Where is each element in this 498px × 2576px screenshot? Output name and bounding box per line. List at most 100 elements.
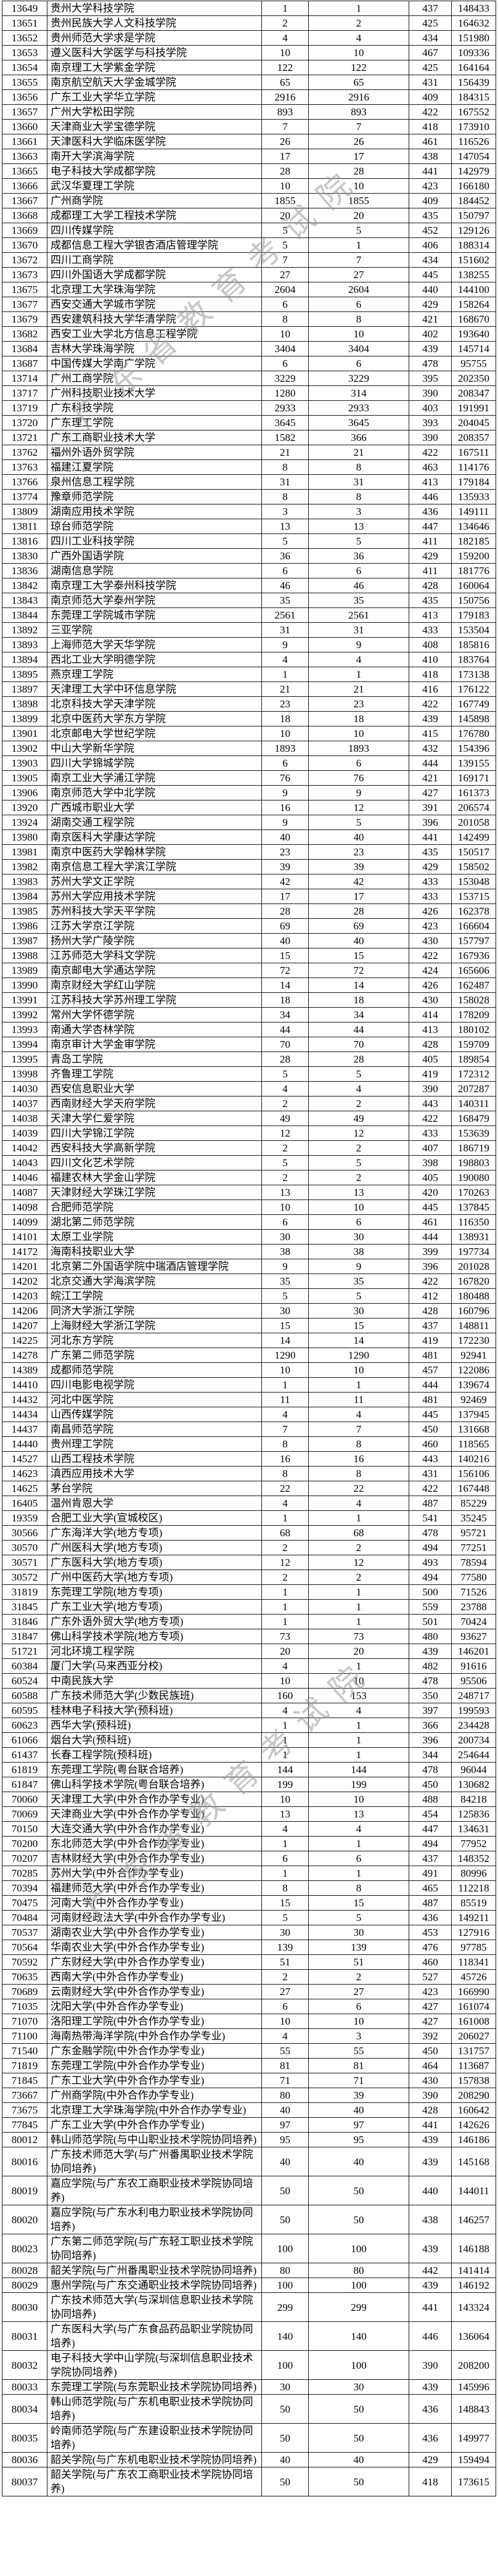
cell-count: 39 [308, 2088, 409, 2103]
cell-count: 70 [308, 1037, 409, 1052]
cell-name: 苏州大学应用技术学院 [47, 889, 262, 904]
table-row: 13897 天津理工大学中环信息学院 21 21 416 176122 [2, 681, 496, 697]
cell-name: 南京邮电大学通达学院 [47, 963, 262, 978]
cell-code: 13679 [2, 311, 47, 327]
table-row: 13717 广州科技职业技术大学 1280 314 390 208347 [2, 385, 496, 401]
cell-name: 湖南农业大学(中外合作办学专业) [47, 1925, 262, 1940]
cell-rank: 208290 [451, 2088, 496, 2103]
cell-count: 9 [308, 1259, 409, 1274]
table-row: 70285 苏州大学(中外合作办学专业) 1 1 491 80996 [2, 1866, 496, 1881]
cell-plan: 8 [261, 311, 309, 327]
cell-plan: 4 [261, 1081, 309, 1097]
cell-plan: 72 [261, 963, 309, 978]
cell-score: 422 [409, 1274, 452, 1289]
cell-count: 1 [308, 1584, 409, 1600]
table-row: 71035 沈阳大学(中外合作办学专业) 6 6 427 161074 [2, 1999, 496, 2014]
cell-rank: 162487 [451, 977, 496, 993]
cell-name: 华南农业大学(中外合作办学专业) [47, 1940, 262, 1955]
cell-name: 中国传媒大学南广学院 [47, 356, 262, 371]
cell-rank: 148843 [451, 2394, 496, 2424]
cell-count: 10 [308, 2014, 409, 2029]
table-row: 14225 河北东方学院 14 14 419 172230 [2, 1333, 496, 1348]
cell-rank: 137945 [451, 1407, 496, 1422]
cell-count: 8 [308, 311, 409, 327]
cell-count: 10 [308, 326, 409, 342]
cell-score: 435 [409, 208, 452, 223]
cell-name: 广东医科大学(地方专项) [47, 1555, 262, 1570]
table-row: 13983 苏州大学文正学院 42 42 433 153048 [2, 874, 496, 889]
cell-name: 西安信息职业大学 [47, 1081, 262, 1097]
cell-score: 454 [409, 1806, 452, 1822]
cell-name: 佛山科学技术学院(粤台联合培养) [47, 1777, 262, 1792]
cell-count: 73 [308, 1629, 409, 1644]
cell-score: 463 [409, 459, 452, 475]
cell-score: 494 [409, 1570, 452, 1585]
cell-score: 433 [409, 1125, 452, 1141]
table-row: 13652 贵州师范大学求是学院 4 4 434 151980 [2, 30, 496, 46]
cell-count: 16 [308, 1451, 409, 1467]
cell-code: 13665 [2, 163, 47, 179]
cell-score: 439 [409, 1644, 452, 1659]
cell-count: 4 [308, 652, 409, 667]
cell-name: 苏州大学(中外合作办学专业) [47, 1866, 262, 1881]
cell-score: 429 [409, 297, 452, 312]
cell-plan: 68 [261, 1525, 309, 1541]
cell-count: 51 [308, 1954, 409, 1970]
table-row: 13667 广州商学院 1855 1855 409 184452 [2, 193, 496, 208]
table-row: 70060 天津理工大学(中外合作办学专业) 10 10 488 84218 [2, 1792, 496, 1807]
table-row: 14278 广东第二师范学院 1290 1290 481 92941 [2, 1348, 496, 1363]
cell-score: 478 [409, 1525, 452, 1541]
cell-plan: 7 [261, 1422, 309, 1437]
cell-plan: 6 [261, 356, 309, 371]
cell-rank: 114176 [451, 459, 496, 475]
cell-count: 3404 [308, 341, 409, 356]
cell-code: 13809 [2, 504, 47, 519]
cell-code: 14098 [2, 1200, 47, 1215]
table-row: 13660 天津商业大学宝德学院 7 7 418 173910 [2, 119, 496, 134]
cell-score: 391 [409, 800, 452, 815]
cell-count: 35 [308, 1274, 409, 1289]
cell-rank: 118565 [451, 1436, 496, 1452]
cell-code: 70484 [2, 1910, 47, 1925]
cell-count: 8 [308, 489, 409, 504]
cell-rank: 122086 [451, 1362, 496, 1378]
cell-score: 430 [409, 2073, 452, 2088]
table-row: 13894 西北工业大学明德学院 4 4 410 183764 [2, 652, 496, 667]
cell-plan: 6 [261, 297, 309, 312]
table-row: 14043 四川文化艺术学院 5 5 398 198803 [2, 1155, 496, 1171]
cell-score: 467 [409, 45, 452, 60]
cell-code: 13673 [2, 267, 47, 282]
cell-score: 494 [409, 1540, 452, 1555]
cell-name: 广州医科大学(地方专项) [47, 1540, 262, 1555]
table-row: 14410 四川电影电视学院 1 1 444 139674 [2, 1377, 496, 1393]
cell-score: 461 [409, 1214, 452, 1230]
cell-count: 199 [308, 1777, 409, 1792]
cell-code: 13983 [2, 874, 47, 889]
cell-name: 广州科技职业技术大学 [47, 385, 262, 401]
cell-plan: 1 [261, 1614, 309, 1629]
cell-rank: 156106 [451, 1466, 496, 1481]
cell-score: 446 [409, 489, 452, 504]
cell-count: 12 [308, 1555, 409, 1570]
table-row: 14437 南昌师范学院 7 7 450 131668 [2, 1422, 496, 1437]
cell-score: 421 [409, 311, 452, 327]
cell-rank: 145168 [451, 2147, 496, 2176]
cell-score: 439 [409, 2379, 452, 2395]
cell-name: 韩山师范学院(与广东机电职业技术学院协同培养) [47, 2394, 262, 2424]
cell-score: 411 [409, 533, 452, 549]
cell-name: 福建师范大学(中外合作办学专业) [47, 1880, 262, 1896]
cell-code: 14623 [2, 1466, 47, 1481]
cell-score: 425 [409, 60, 452, 75]
cell-rank: 77580 [451, 1570, 496, 1585]
cell-name: 天津理工大学中环信息学院 [47, 681, 262, 697]
cell-plan: 2916 [261, 89, 309, 105]
cell-score: 409 [409, 89, 452, 105]
cell-name: 东莞理工学院(粤台联合培养) [47, 1762, 262, 1777]
cell-code: 80029 [2, 2278, 47, 2293]
cell-name: 云南财经大学(中外合作办学专业) [47, 1984, 262, 1999]
cell-rank: 139155 [451, 755, 496, 771]
cell-plan: 4 [261, 30, 309, 46]
cell-count: 122 [308, 60, 409, 75]
table-row: 13903 四川大学锦城学院 6 6 444 139155 [2, 755, 496, 771]
table-row: 60524 中南民族大学 10 10 478 95506 [2, 1673, 496, 1689]
